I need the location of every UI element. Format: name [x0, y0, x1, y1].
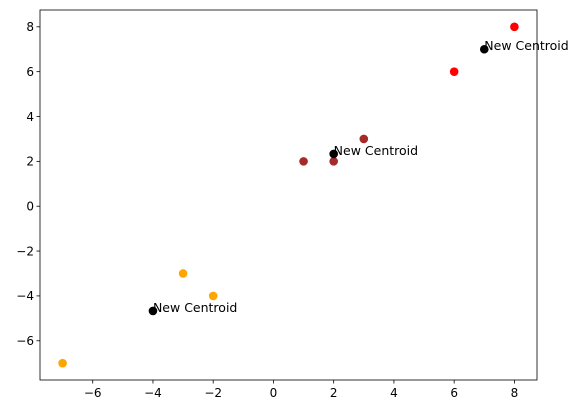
- annotation-label: New Centroid: [484, 38, 568, 53]
- data-point: [479, 44, 489, 54]
- data-point: [329, 157, 338, 166]
- data-point: [58, 358, 67, 368]
- y-tick-label: 4: [26, 110, 34, 124]
- data-point: [178, 269, 188, 278]
- plot-frame: [39, 9, 538, 381]
- x-tick-label: 0: [270, 386, 278, 400]
- data-point: [449, 67, 459, 76]
- y-tick-label: 2: [26, 155, 34, 169]
- y-tick-label: −6: [16, 334, 34, 348]
- x-tick-label: −6: [84, 386, 102, 400]
- y-tick-label: −4: [16, 289, 34, 303]
- x-tick-label: −4: [144, 386, 162, 400]
- data-point: [359, 134, 369, 144]
- data-point: [510, 22, 519, 32]
- x-tick-label: 4: [390, 386, 398, 400]
- x-tick-label: 8: [511, 386, 519, 400]
- data-point: [329, 149, 338, 159]
- x-tick-label: 6: [450, 386, 458, 400]
- y-tick-label: 0: [26, 200, 34, 214]
- data-point: [299, 157, 308, 166]
- annotation-label: New Centroid: [334, 143, 418, 158]
- data-point: [148, 306, 158, 316]
- data-point: [208, 291, 218, 301]
- x-tick-label: −2: [204, 386, 222, 400]
- annotation-label: New Centroid: [153, 300, 237, 315]
- y-tick-label: 8: [26, 20, 34, 34]
- x-tick-label: 2: [330, 386, 338, 400]
- y-tick-label: 6: [26, 65, 34, 79]
- y-tick-label: −2: [16, 244, 34, 258]
